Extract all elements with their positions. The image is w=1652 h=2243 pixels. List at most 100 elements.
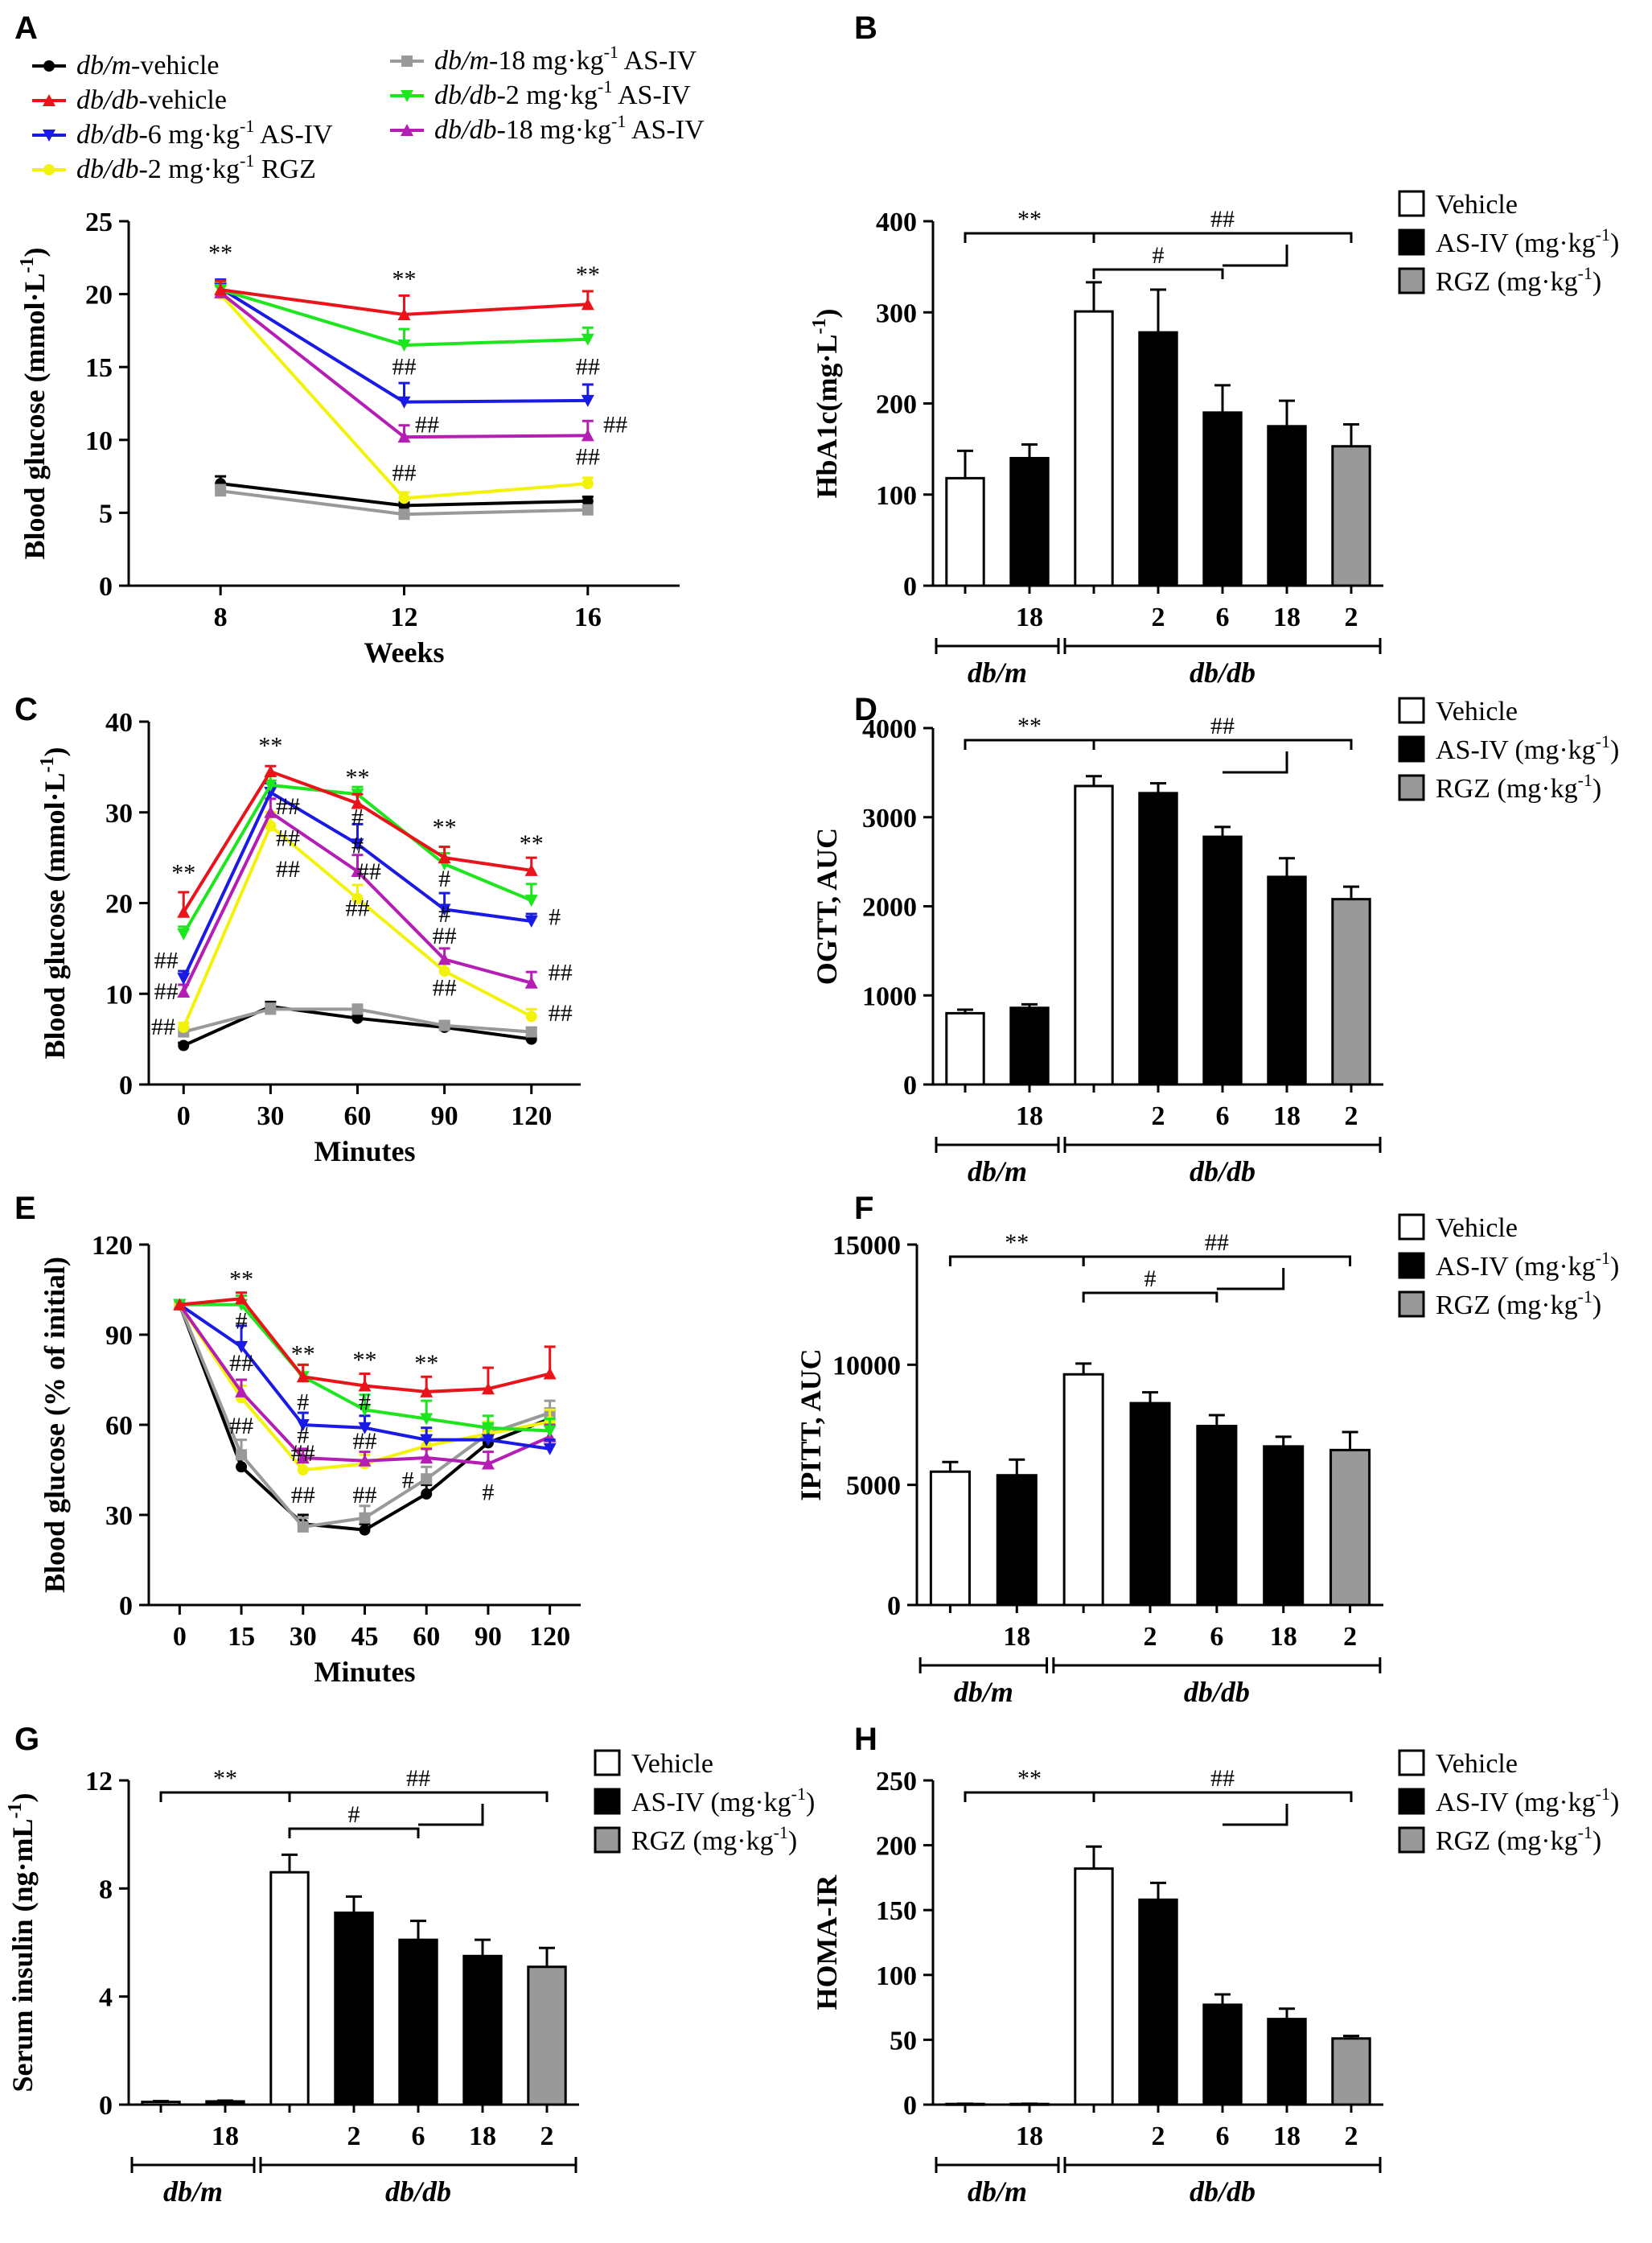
sig-bracket [964, 739, 1095, 750]
panel-H: H 0 50 100 150 200 250 18 2 6 18 2 db/m db/db HOMA-IR *… [811, 1722, 1619, 2208]
y-tick-label: 200 [876, 1832, 917, 1862]
significance-label: ** [392, 266, 417, 293]
significance-label: ## [576, 353, 600, 380]
significance-label: ## [353, 1482, 377, 1508]
y-tick-label: 0 [903, 572, 917, 602]
significance-label: ## [1210, 206, 1235, 233]
bar [1074, 310, 1114, 587]
marker [438, 953, 451, 965]
marker [297, 1521, 309, 1533]
significance-label: ## [549, 1000, 573, 1027]
y-tick-label: 200 [876, 390, 917, 420]
bar [141, 2101, 181, 2106]
group-label-dbdb: db/db [1184, 1676, 1250, 1708]
marker [525, 1010, 537, 1023]
panel-letter: C [14, 692, 38, 727]
dose-label: 2 [540, 2122, 554, 2151]
significance-label: # [297, 1422, 309, 1448]
marker [543, 1443, 557, 1455]
marker [43, 94, 55, 106]
marker [581, 429, 594, 442]
y-tick-label: 4000 [862, 714, 917, 744]
dose-label: 6 [1210, 1622, 1223, 1652]
y-tick-label: 100 [876, 481, 917, 511]
marker [397, 307, 411, 320]
y-axis-title: Blood glucose (% of initial) [39, 1257, 71, 1593]
significance-label: # [402, 1467, 414, 1493]
series [178, 1002, 537, 1038]
marker [421, 1488, 433, 1500]
series [215, 484, 594, 521]
legend-label: RGZ (mg·kg-1) [1436, 1286, 1601, 1320]
marker [173, 1298, 187, 1311]
x-tick-label: 15 [228, 1622, 255, 1652]
y-tick-label: 0 [99, 2091, 113, 2121]
marker [265, 820, 277, 832]
legend-swatch [1398, 228, 1425, 256]
marker [235, 1292, 249, 1305]
y-tick-label: 30 [105, 1501, 133, 1531]
bar [1329, 1448, 1371, 1607]
legend-label: RGZ (mg·kg-1) [631, 1822, 797, 1856]
significance-label: ## [353, 1428, 377, 1455]
marker [397, 430, 411, 443]
panel-C: C 0 10 20 30 40 0 30 60 90 120 Minutes Blood glucose… [14, 692, 581, 1167]
bar-legend: Vehicle AS-IV (mg·kg-1) RGZ (mg·kg-1) [1398, 1213, 1619, 1320]
significance-label: # [351, 805, 364, 831]
bar [1009, 1006, 1050, 1086]
marker [351, 865, 364, 878]
y-tick-label: 400 [876, 208, 917, 237]
legend-label: AS-IV (mg·kg-1) [1436, 1248, 1619, 1282]
panel-letter: D [854, 692, 877, 727]
x-tick-label: 120 [529, 1622, 570, 1652]
y-tick-label: 1000 [862, 982, 917, 1011]
marker [401, 124, 413, 136]
sig-bracket [1223, 751, 1288, 774]
marker [524, 863, 538, 876]
marker [264, 805, 277, 818]
legend-entry: db/db-18 mg·kg-1 AS-IV [390, 111, 705, 145]
significance-label: ## [229, 1350, 253, 1377]
sig-bracket [1223, 1804, 1288, 1826]
significance-label: # [438, 901, 450, 928]
bar [1202, 2003, 1243, 2106]
legend-label: db/db-2 mg·kg-1 RGZ [76, 150, 316, 184]
x-tick-label: 30 [257, 1101, 284, 1131]
sig-bracket [159, 1791, 291, 1802]
sig-bracket [418, 1804, 484, 1826]
y-tick-label: 8 [99, 1875, 113, 1904]
significance-label: ## [276, 856, 300, 883]
marker [581, 504, 594, 516]
bar-legend: Vehicle AS-IV (mg·kg-1) RGZ (mg·kg-1) [1398, 190, 1619, 297]
marker [236, 1461, 248, 1473]
sig-bracket [288, 1827, 420, 1838]
bar [1074, 784, 1114, 1086]
dose-label: 2 [347, 2122, 361, 2151]
y-tick-label: 0 [903, 1071, 917, 1101]
legend-entry: db/db-2 mg·kg-1 AS-IV [390, 76, 691, 110]
significance-label: ** [520, 830, 544, 857]
panel-F: F 0 5000 10000 15000 18 2 6 18 2 db/m db/db IPITT, A… [795, 1191, 1619, 1708]
y-tick-label: 20 [105, 890, 133, 920]
y-tick-label: 120 [92, 1231, 133, 1261]
significance-label: ** [258, 732, 282, 759]
legend-label: db/db-18 mg·kg-1 AS-IV [434, 111, 705, 145]
y-tick-label: 250 [876, 1767, 917, 1796]
significance-label: ## [576, 444, 600, 471]
significance-label: ## [154, 948, 179, 974]
marker [43, 164, 55, 175]
panel-letter: A [14, 10, 38, 46]
y-tick-label: 50 [890, 2026, 917, 2056]
dose-label: 2 [1152, 603, 1165, 632]
x-tick-label: 60 [343, 1101, 371, 1131]
y-tick-label: 60 [105, 1411, 133, 1441]
y-tick-label: 300 [876, 298, 917, 328]
marker [264, 779, 277, 792]
dose-label: 2 [1345, 2122, 1358, 2151]
marker [358, 1422, 372, 1434]
legend-label: Vehicle [1436, 1213, 1518, 1243]
panel-letter: G [14, 1722, 39, 1757]
y-tick-label: 100 [876, 1961, 917, 1991]
y-tick-label: 30 [105, 799, 133, 829]
